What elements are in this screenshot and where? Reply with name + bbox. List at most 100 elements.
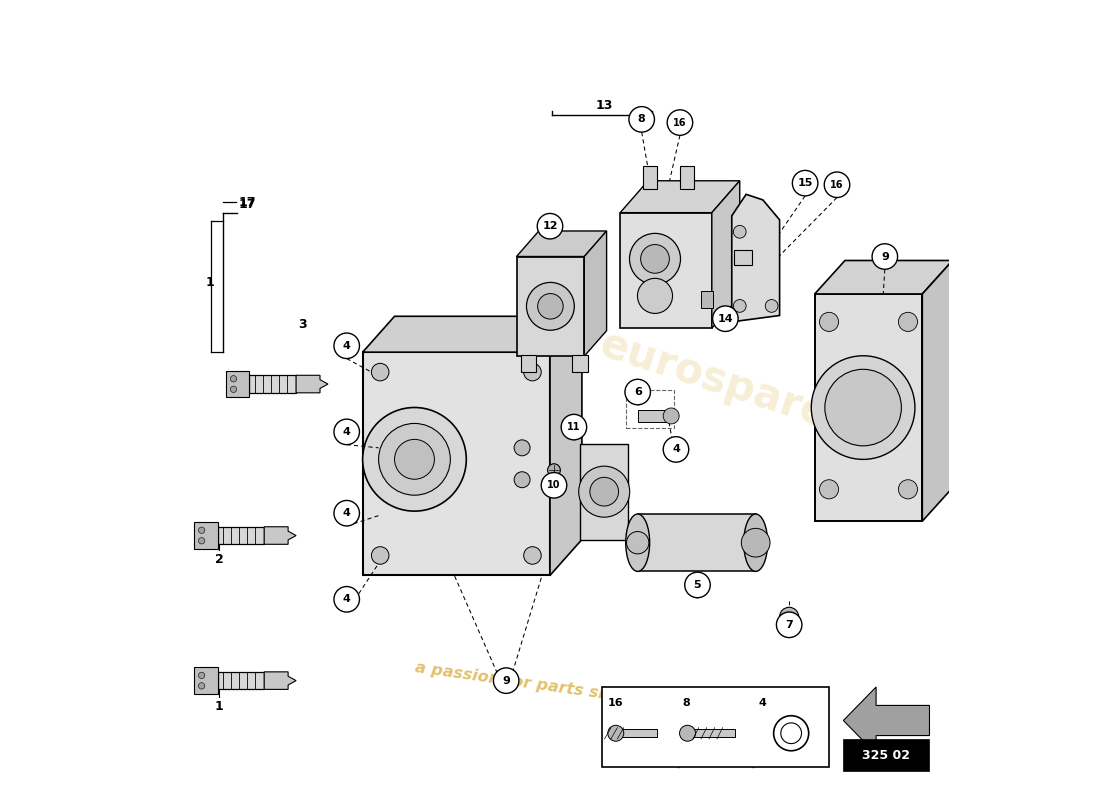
Text: 16: 16	[607, 698, 624, 708]
Circle shape	[541, 473, 567, 498]
Text: 16: 16	[673, 118, 686, 127]
Circle shape	[198, 527, 205, 534]
Circle shape	[777, 612, 802, 638]
FancyBboxPatch shape	[363, 352, 550, 575]
Circle shape	[579, 466, 629, 517]
Text: 17: 17	[239, 198, 256, 211]
Text: 14: 14	[717, 314, 734, 324]
Circle shape	[734, 299, 746, 312]
Polygon shape	[363, 316, 582, 352]
Circle shape	[640, 245, 669, 274]
Text: a passion for parts since 1985: a passion for parts since 1985	[414, 661, 686, 714]
FancyBboxPatch shape	[194, 522, 218, 549]
FancyBboxPatch shape	[517, 257, 584, 356]
Circle shape	[812, 356, 915, 459]
Polygon shape	[815, 261, 953, 294]
FancyBboxPatch shape	[844, 739, 930, 770]
FancyBboxPatch shape	[638, 514, 756, 571]
Text: 5: 5	[694, 580, 702, 590]
Polygon shape	[264, 526, 296, 544]
Text: 325 02: 325 02	[862, 749, 911, 762]
Circle shape	[198, 672, 205, 678]
FancyBboxPatch shape	[638, 410, 670, 422]
Text: 10: 10	[547, 480, 561, 490]
Circle shape	[334, 333, 360, 358]
Text: 9: 9	[881, 251, 889, 262]
Circle shape	[629, 234, 681, 285]
Text: 3: 3	[298, 318, 307, 330]
Circle shape	[734, 226, 746, 238]
Text: 4: 4	[343, 341, 351, 350]
Circle shape	[230, 386, 236, 393]
Circle shape	[627, 531, 649, 554]
FancyBboxPatch shape	[734, 250, 751, 265]
Circle shape	[514, 440, 530, 456]
FancyBboxPatch shape	[218, 672, 264, 690]
Circle shape	[395, 439, 434, 479]
Circle shape	[378, 423, 450, 495]
Circle shape	[590, 478, 618, 506]
Polygon shape	[732, 194, 780, 322]
FancyBboxPatch shape	[581, 444, 628, 539]
Circle shape	[820, 480, 838, 499]
Circle shape	[561, 414, 586, 440]
Circle shape	[629, 106, 654, 132]
FancyBboxPatch shape	[688, 730, 736, 738]
FancyBboxPatch shape	[250, 375, 296, 393]
Text: 9: 9	[503, 676, 510, 686]
Circle shape	[872, 244, 898, 270]
FancyBboxPatch shape	[702, 290, 714, 308]
Circle shape	[899, 312, 917, 331]
Circle shape	[625, 379, 650, 405]
Polygon shape	[550, 316, 582, 575]
Text: 6: 6	[634, 387, 641, 397]
Circle shape	[781, 723, 802, 744]
Text: 13: 13	[595, 98, 613, 111]
Polygon shape	[584, 231, 606, 356]
Ellipse shape	[626, 514, 650, 571]
Circle shape	[825, 370, 901, 446]
Text: 8: 8	[638, 114, 646, 124]
Circle shape	[334, 419, 360, 445]
FancyBboxPatch shape	[680, 166, 694, 189]
FancyBboxPatch shape	[194, 667, 218, 694]
Circle shape	[494, 668, 519, 694]
FancyBboxPatch shape	[520, 354, 537, 372]
Text: 4: 4	[343, 427, 351, 437]
Circle shape	[372, 546, 389, 564]
Text: 17: 17	[239, 196, 256, 209]
Circle shape	[713, 306, 738, 331]
Circle shape	[608, 726, 624, 742]
Polygon shape	[712, 181, 739, 328]
Circle shape	[524, 546, 541, 564]
Circle shape	[514, 472, 530, 488]
Circle shape	[663, 408, 679, 424]
Circle shape	[680, 726, 695, 742]
Circle shape	[363, 407, 466, 511]
Circle shape	[899, 480, 917, 499]
Circle shape	[638, 278, 672, 314]
Ellipse shape	[744, 514, 768, 571]
Circle shape	[668, 110, 693, 135]
Text: 15: 15	[798, 178, 813, 188]
Circle shape	[741, 528, 770, 557]
FancyBboxPatch shape	[226, 371, 250, 398]
Polygon shape	[264, 672, 296, 690]
Text: 12: 12	[542, 222, 558, 231]
Polygon shape	[922, 261, 953, 521]
FancyBboxPatch shape	[815, 294, 922, 521]
Circle shape	[230, 376, 236, 382]
Polygon shape	[517, 231, 606, 257]
Circle shape	[372, 363, 389, 381]
Text: 11: 11	[568, 422, 581, 432]
Text: 1: 1	[206, 275, 214, 289]
Circle shape	[824, 172, 850, 198]
Polygon shape	[844, 687, 930, 754]
Circle shape	[524, 363, 541, 381]
Circle shape	[663, 437, 689, 462]
Circle shape	[792, 170, 818, 196]
FancyBboxPatch shape	[602, 687, 829, 766]
Circle shape	[568, 419, 581, 432]
Circle shape	[527, 282, 574, 330]
Circle shape	[548, 464, 560, 477]
